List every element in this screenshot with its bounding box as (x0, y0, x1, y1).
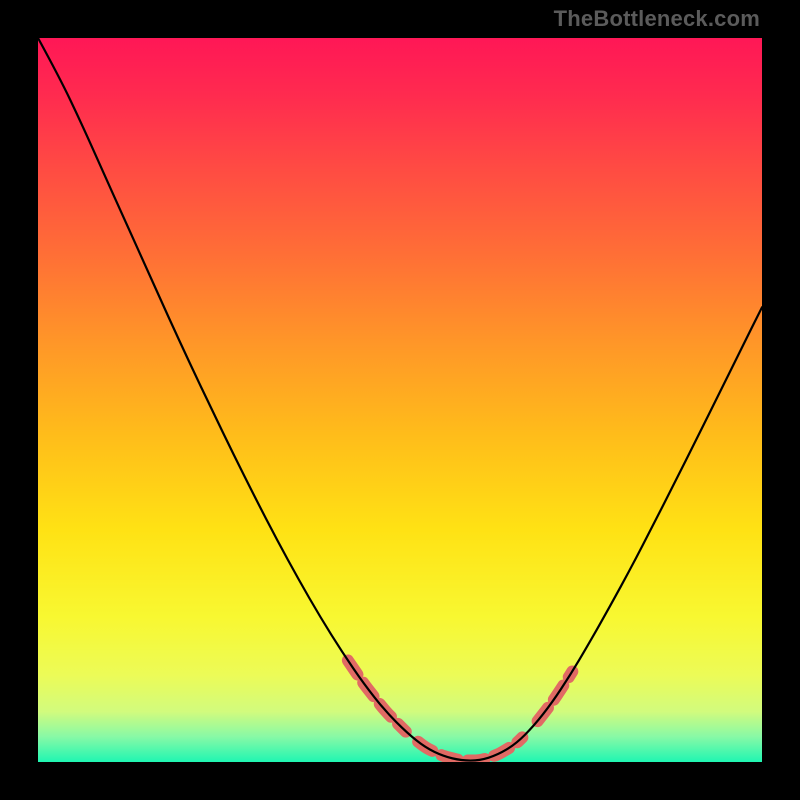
watermark-text: TheBottleneck.com (554, 6, 760, 32)
main-curve (38, 38, 762, 761)
highlight-segment (348, 660, 406, 731)
plot-area (38, 38, 762, 762)
bottleneck-curve (38, 38, 762, 762)
